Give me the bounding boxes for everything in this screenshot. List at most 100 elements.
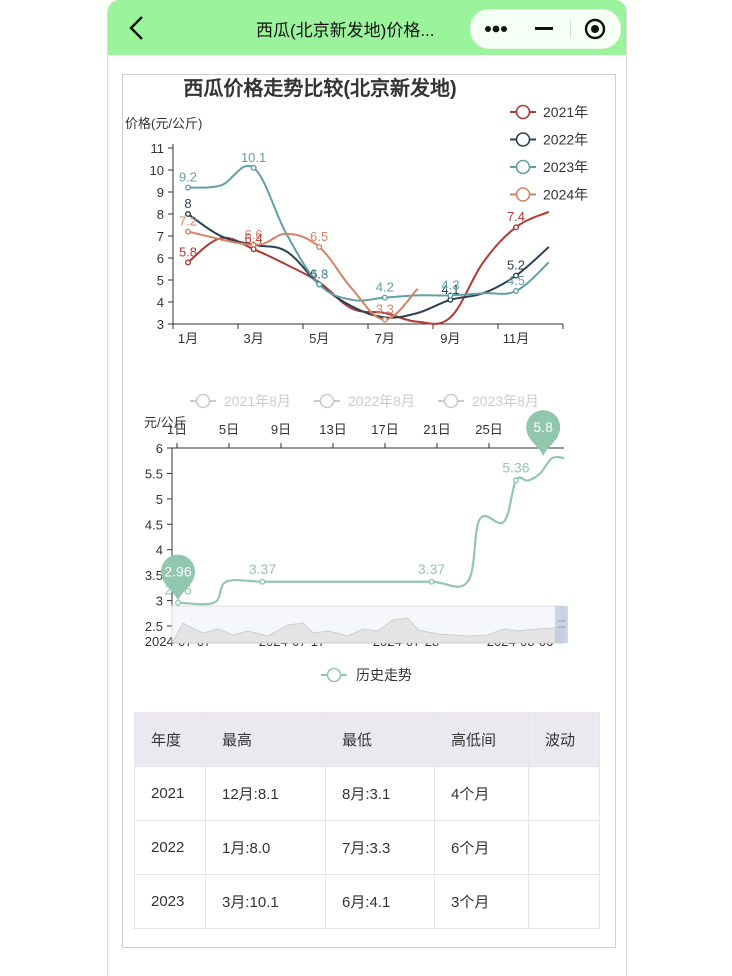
legend-symbol bbox=[443, 393, 459, 409]
zoom-handle[interactable] bbox=[555, 606, 568, 643]
data-label: 4.8 bbox=[310, 266, 328, 281]
data-point[interactable] bbox=[174, 599, 181, 606]
x-tick-label: 11月 bbox=[503, 331, 530, 346]
legend-item[interactable]: 2021年8月 bbox=[190, 393, 291, 409]
data-point[interactable] bbox=[513, 287, 520, 294]
legend-label: 2021年8月 bbox=[224, 393, 291, 409]
data-point[interactable] bbox=[381, 294, 388, 301]
record-target-icon bbox=[584, 18, 606, 40]
capsule-menu bbox=[470, 9, 621, 49]
data-point[interactable] bbox=[250, 241, 257, 248]
data-point[interactable] bbox=[184, 210, 191, 217]
legend-item[interactable]: 2021年 bbox=[510, 104, 588, 120]
top-x-tick-label: 9日 bbox=[271, 422, 291, 437]
legend-label: 2023年 bbox=[543, 159, 588, 175]
pin-shape bbox=[161, 554, 195, 601]
legend-item[interactable]: 2024年 bbox=[510, 187, 588, 203]
data-point[interactable] bbox=[184, 184, 191, 191]
back-button[interactable] bbox=[122, 12, 154, 44]
y-tick-label: 4 bbox=[156, 543, 163, 558]
y-tick-label: 5 bbox=[157, 273, 164, 288]
data-point[interactable] bbox=[513, 272, 520, 279]
legend-label: 2022年8月 bbox=[348, 393, 415, 409]
cell-max: 1月:8.0 bbox=[205, 820, 326, 875]
legend-item[interactable]: 2023年 bbox=[510, 159, 588, 175]
y-tick-label: 3.5 bbox=[145, 568, 163, 583]
more-dots-icon bbox=[485, 25, 507, 33]
table-row: 2023 3月:10.1 6月:4.1 3个月 bbox=[134, 874, 600, 929]
legend-symbol bbox=[195, 393, 211, 409]
cell-max: 3月:10.1 bbox=[205, 874, 326, 929]
close-button[interactable] bbox=[571, 10, 620, 48]
legend-item[interactable]: 2023年8月 bbox=[438, 393, 539, 409]
y-tick-label: 3 bbox=[156, 594, 163, 609]
data-label: 6.5 bbox=[310, 229, 328, 244]
data-point[interactable] bbox=[250, 164, 257, 171]
series-line-2021年 bbox=[187, 210, 550, 325]
pin-shape bbox=[526, 410, 561, 457]
cell-volatility bbox=[528, 874, 600, 929]
min-value-marker[interactable]: 2.96 bbox=[161, 554, 195, 601]
y-tick-label: 6 bbox=[157, 251, 164, 266]
data-label: 7.2 bbox=[179, 214, 197, 229]
data-label: 3.3 bbox=[376, 302, 394, 317]
data-point[interactable] bbox=[447, 292, 454, 299]
data-label: 3.37 bbox=[249, 561, 276, 577]
cell-volatility bbox=[528, 766, 600, 821]
y-tick-label: 8 bbox=[157, 207, 164, 222]
header-year: 年度 bbox=[134, 712, 206, 767]
legend-symbol bbox=[319, 393, 335, 409]
top-x-tick-label: 17日 bbox=[371, 422, 398, 437]
data-point[interactable] bbox=[316, 281, 323, 288]
minimize-button[interactable] bbox=[520, 10, 569, 48]
series-line-2023年 bbox=[187, 164, 550, 302]
y-tick-label: 4 bbox=[157, 295, 164, 310]
cell-min: 7月:3.3 bbox=[325, 820, 435, 875]
mini-program-window: 西瓜(北京新发地)价格... 西瓜价格走势比较(北 bbox=[107, 0, 627, 976]
yearly-price-chart: 西瓜价格走势比较(北京新发地) 价格(元/公斤) 3 4 5 6 7 8 9 10 11 1月 3月… bbox=[125, 76, 588, 346]
data-label: 10.1 bbox=[241, 150, 266, 165]
legend-item[interactable]: 2022年8月 bbox=[314, 393, 415, 409]
cell-year: 2021 bbox=[134, 766, 206, 821]
legend-label: 2022年 bbox=[543, 132, 588, 148]
data-point[interactable] bbox=[184, 228, 191, 235]
data-point[interactable] bbox=[184, 259, 191, 266]
cell-min: 8月:3.1 bbox=[325, 766, 435, 821]
header-min: 最低 bbox=[325, 712, 435, 767]
y-tick-label: 3 bbox=[157, 317, 164, 332]
data-label: 3.37 bbox=[418, 561, 445, 577]
y-tick-label: 7 bbox=[157, 229, 164, 244]
legend-symbol bbox=[515, 132, 531, 147]
more-button[interactable] bbox=[471, 10, 520, 48]
y-tick-label: 11 bbox=[151, 141, 165, 156]
data-point[interactable] bbox=[381, 316, 388, 323]
x-tick-label: 5月 bbox=[309, 331, 329, 346]
data-zoom-slider[interactable] bbox=[171, 605, 568, 644]
cell-year: 2023 bbox=[134, 874, 206, 929]
legend-label: 2024年 bbox=[543, 187, 588, 203]
x-tick-label: 9月 bbox=[440, 331, 460, 346]
top-x-tick-label: 5日 bbox=[219, 422, 239, 437]
data-point[interactable] bbox=[512, 477, 519, 484]
y-tick-label: 9 bbox=[157, 185, 164, 200]
x-tick-label: 1月 bbox=[178, 331, 198, 346]
data-point[interactable] bbox=[428, 578, 435, 585]
max-value-marker[interactable]: 5.8 bbox=[526, 410, 561, 457]
data-label: 6.6 bbox=[245, 227, 263, 242]
legend-item[interactable]: 2022年 bbox=[510, 132, 588, 148]
x-tick-label: 3月 bbox=[243, 331, 263, 346]
y-tick-label: 5 bbox=[156, 492, 163, 507]
cell-volatility bbox=[528, 820, 600, 875]
data-point[interactable] bbox=[513, 224, 520, 231]
y-axis-unit: 元/公斤 bbox=[144, 415, 187, 430]
legend-item[interactable]: 历史走势 bbox=[321, 667, 412, 683]
top-x-tick-label: 21日 bbox=[423, 422, 450, 437]
pin-label: 5.8 bbox=[533, 419, 553, 435]
history-line bbox=[177, 455, 565, 606]
data-point[interactable] bbox=[259, 578, 266, 585]
monthly-history-chart: 2021年8月 2022年8月 2023年8月 元/公斤 2.5 3 3.5 4 4.5 5 5… bbox=[144, 393, 568, 683]
data-label: 7.4 bbox=[507, 209, 525, 224]
series-line-2022年 bbox=[187, 213, 550, 319]
data-point[interactable] bbox=[316, 243, 323, 250]
y-tick-label: 5.5 bbox=[145, 466, 163, 481]
